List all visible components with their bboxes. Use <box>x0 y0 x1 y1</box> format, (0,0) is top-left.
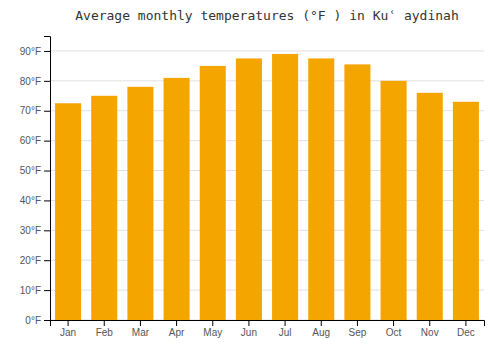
bar <box>417 93 443 320</box>
bar <box>55 103 81 320</box>
bar <box>127 87 153 320</box>
tick-label: 50°F <box>20 165 41 176</box>
tick-mark <box>140 320 141 326</box>
bar <box>453 102 479 320</box>
tick-label: Feb <box>96 327 114 338</box>
grid <box>50 51 484 320</box>
tick-mark <box>176 320 177 326</box>
tick-mark <box>44 260 50 261</box>
tick-mark <box>44 141 50 142</box>
tick-mark <box>44 320 50 321</box>
y-axis: 0°F 10°F 20°F 30°F 40°F 50°F 60°F 70°F 80°F 90°F <box>20 37 51 326</box>
tick: Jan <box>60 320 76 338</box>
tick-label: May <box>203 327 222 338</box>
tick-label: Jul <box>279 327 292 338</box>
x-axis: Jan Feb Mar Apr May Jun Jul Aug Sep Oct Nov Dec <box>51 320 485 338</box>
tick-mark <box>212 320 213 326</box>
tick-mark <box>104 320 105 326</box>
tick: Feb <box>96 320 114 338</box>
tick-label: 30°F <box>20 225 41 236</box>
tick-mark <box>429 320 430 326</box>
tick: 60°F <box>20 135 50 146</box>
bar <box>381 81 407 320</box>
tick-mark <box>44 171 50 172</box>
tick-mark <box>357 320 358 326</box>
tick-label: 20°F <box>20 255 41 266</box>
tick-mark <box>321 320 322 326</box>
tick: Jul <box>279 320 292 338</box>
tick-label: Jun <box>241 327 257 338</box>
tick: Apr <box>169 320 185 338</box>
bar <box>236 58 262 320</box>
tick: 10°F <box>20 285 50 296</box>
tick: 30°F <box>20 225 50 236</box>
grid-line <box>50 80 484 81</box>
tick-label: Mar <box>132 327 150 338</box>
tick: 20°F <box>20 255 50 266</box>
axis-line <box>44 37 51 321</box>
tick-label: 90°F <box>20 46 41 57</box>
tick: 70°F <box>20 105 50 116</box>
grid-line <box>50 50 484 51</box>
tick-label: 10°F <box>20 285 41 296</box>
tick: 90°F <box>20 46 50 57</box>
plot: 0°F 10°F 20°F 30°F 40°F 50°F 60°F 70°F 80°F 90°F J… <box>20 37 485 339</box>
tick-mark <box>285 320 286 326</box>
tick: 50°F <box>20 165 50 176</box>
tick: Mar <box>132 320 150 338</box>
tick-mark <box>248 320 249 326</box>
bar <box>200 66 226 320</box>
bar <box>344 64 370 320</box>
tick-label: Sep <box>349 327 367 338</box>
tick: Aug <box>312 320 330 338</box>
tick-mark <box>465 320 466 326</box>
bar <box>164 78 190 320</box>
tick-label: 80°F <box>20 76 41 87</box>
tick: Nov <box>421 320 439 338</box>
bar <box>308 58 334 320</box>
tick-mark <box>44 51 50 52</box>
tick-mark <box>44 111 50 112</box>
axis-line <box>51 321 485 327</box>
tick: May <box>203 320 222 338</box>
tick-label: Apr <box>169 327 185 338</box>
tick-label: Aug <box>312 327 330 338</box>
tick-label: 0°F <box>25 315 41 326</box>
tick-mark <box>44 81 50 82</box>
tick-mark <box>44 230 50 231</box>
tick-label: Jan <box>60 327 76 338</box>
bars <box>55 54 479 320</box>
tick-label: 40°F <box>20 195 41 206</box>
tick-mark <box>393 320 394 326</box>
tick: 80°F <box>20 76 50 87</box>
bar <box>272 54 298 320</box>
tick: 40°F <box>20 195 50 206</box>
tick: Sep <box>349 320 367 338</box>
tick-label: Dec <box>457 327 475 338</box>
tick-label: 60°F <box>20 135 41 146</box>
tick-mark <box>44 290 50 291</box>
title: Average monthly temperatures (°F ) in Ku… <box>75 8 459 23</box>
bar <box>91 96 117 320</box>
tick: Oct <box>386 320 402 338</box>
tick-label: Oct <box>386 327 402 338</box>
tick: 0°F <box>25 315 50 326</box>
chart: 0°F 10°F 20°F 30°F 40°F 50°F 60°F 70°F 80°F 90°F J… <box>0 0 500 350</box>
tick-mark <box>68 320 69 326</box>
tick-mark <box>44 200 50 201</box>
tick-label: Nov <box>421 327 439 338</box>
tick: Jun <box>241 320 257 338</box>
tick: Dec <box>457 320 475 338</box>
tick-label: 70°F <box>20 105 41 116</box>
